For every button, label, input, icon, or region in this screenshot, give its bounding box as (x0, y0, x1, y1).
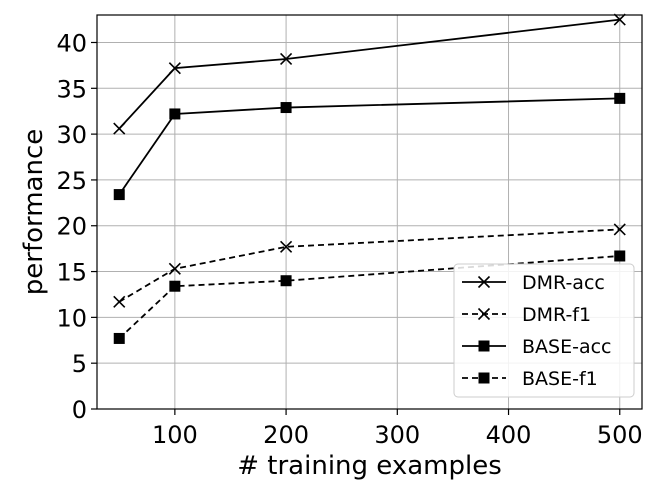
data-point-dmr-acc (280, 52, 293, 66)
legend-box (453, 263, 635, 398)
series-layer (113, 13, 626, 344)
legend-label-base-acc: BASE-acc (522, 336, 612, 358)
y-tick-label: 25 (56, 167, 87, 195)
legend-label-dmr-f1: DMR-f1 (522, 304, 591, 326)
series-dmr-acc (113, 13, 626, 135)
plot-area-frame (96, 14, 643, 410)
data-point-base-f1 (614, 250, 626, 262)
data-point-base-f1 (113, 332, 125, 344)
y-tick-label: 40 (56, 29, 87, 57)
data-point-dmr-acc (613, 13, 626, 26)
x-axis-label: # training examples (237, 451, 502, 481)
legend-entry-dmr-f1: DMR-f1 (462, 304, 591, 326)
x-axis-ticks: 100 200 300 400 500 (152, 409, 643, 449)
y-tick-label: 5 (72, 350, 87, 378)
series-line-base-acc (118, 97, 620, 196)
x-tick-label: 100 (152, 421, 198, 449)
series-base-f1 (113, 250, 626, 344)
series-line-dmr-acc (118, 18, 620, 130)
data-point-dmr-f1 (113, 295, 126, 308)
data-point-base-f1 (169, 280, 181, 292)
x-tick-label: 400 (486, 421, 532, 449)
y-tick-label: 30 (56, 121, 87, 149)
data-point-base-acc (169, 108, 181, 120)
series-line-base-f1 (118, 255, 620, 340)
y-tick-label: 15 (56, 259, 87, 287)
data-point-dmr-f1 (168, 262, 181, 275)
legend-entry-base-f1: BASE-f1 (462, 368, 598, 390)
legend-entry-base-acc: BASE-acc (462, 336, 612, 358)
x-tick-label: 200 (263, 421, 309, 449)
data-point-base-acc (614, 92, 626, 104)
series-dmr-f1 (113, 223, 626, 308)
data-point-dmr-acc (113, 122, 126, 135)
x-tick-label: 300 (374, 421, 420, 449)
legend-marker-dmr-acc (477, 275, 491, 289)
data-point-dmr-f1 (280, 240, 293, 253)
y-tick-label: 0 (72, 396, 87, 424)
data-point-dmr-f1 (613, 223, 626, 236)
legend-label-dmr-acc: DMR-acc (522, 272, 605, 294)
series-base-acc (113, 92, 626, 201)
y-axis-ticks: 0 5 10 15 20 25 30 35 40 (56, 29, 97, 424)
series-line-dmr-f1 (118, 228, 620, 303)
legend-label-base-f1: BASE-f1 (522, 368, 598, 390)
x-tick-label: 500 (597, 421, 643, 449)
legend-marker-base-acc (478, 340, 490, 352)
y-tick-label: 20 (56, 213, 87, 241)
data-point-dmr-acc (168, 62, 181, 75)
legend-entry-dmr-acc: DMR-acc (462, 272, 605, 294)
data-point-base-acc (280, 102, 292, 114)
y-axis-label: performance (19, 129, 49, 296)
legend-marker-base-f1 (478, 372, 490, 384)
y-tick-label: 10 (56, 304, 87, 332)
data-point-base-acc (113, 189, 125, 201)
data-point-base-f1 (280, 275, 292, 287)
legend: DMR-acc DMR-f1 BASE-acc BASE-f1 (453, 263, 635, 398)
legend-marker-dmr-f1 (477, 307, 491, 321)
y-tick-label: 35 (56, 75, 87, 103)
